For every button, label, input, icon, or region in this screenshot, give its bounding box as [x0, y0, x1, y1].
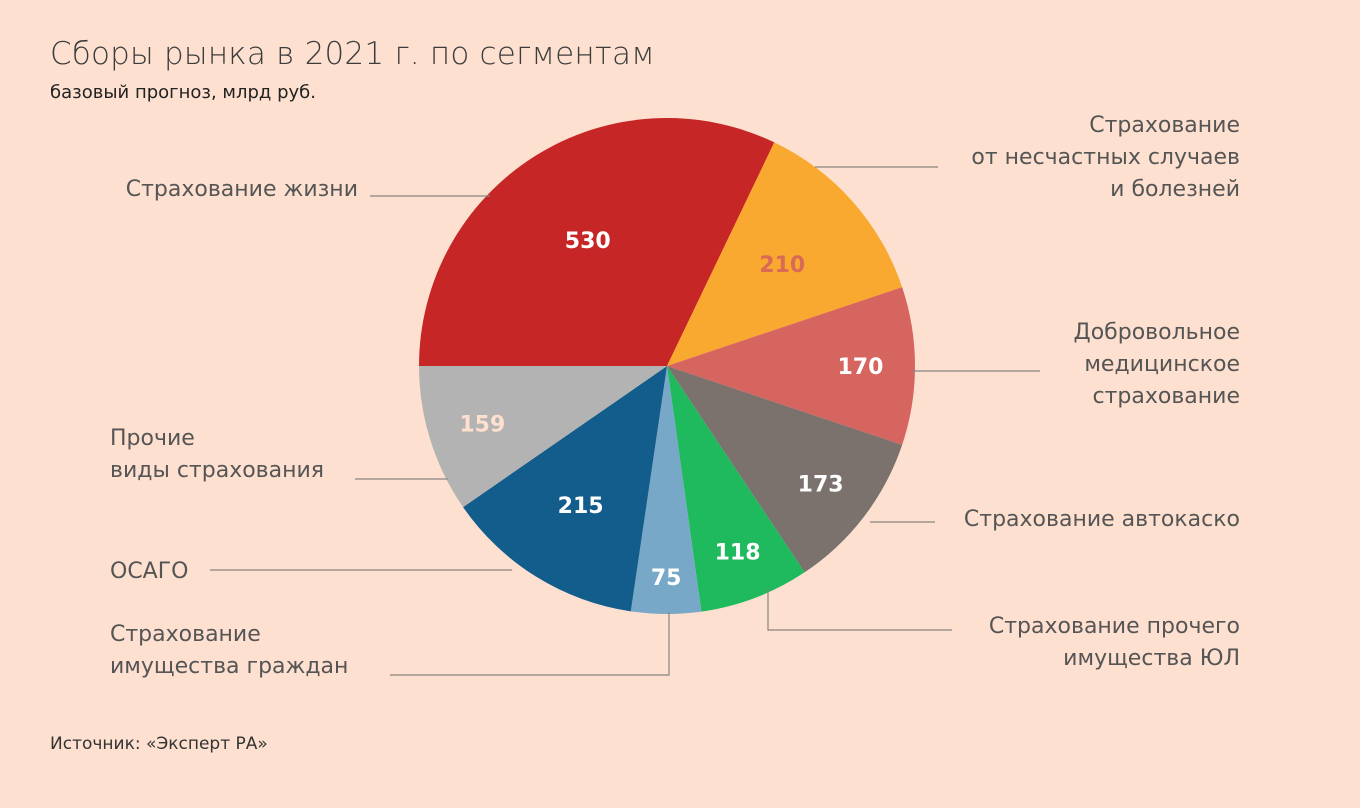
slice-category-label: Страхование от несчастных случаев и болезн…	[971, 113, 1240, 202]
leader-line	[390, 612, 670, 676]
slice-category-label: Страхование автокаско	[964, 507, 1240, 532]
slice-value-label: 170	[837, 355, 883, 380]
slice-value-label: 215	[558, 494, 604, 519]
chart-title: Сборы рынка в 2021 г. по сегментам	[50, 36, 655, 72]
pie-slice	[630, 366, 702, 614]
slice-category-label: ОСАГО	[110, 559, 188, 584]
pie-slice	[667, 287, 915, 445]
slice-category-label: Страхование жизни	[126, 177, 358, 202]
pie-slice	[419, 117, 775, 366]
source-note: Источник: «Эксперт РА»	[50, 734, 268, 754]
pie-slice	[667, 366, 805, 612]
pie-slice	[463, 366, 667, 612]
slice-category-label: Страхование имущества граждан	[110, 622, 348, 679]
slice-category-label: Добровольное медицинское страхование	[1074, 320, 1240, 409]
pie-slice	[667, 142, 903, 366]
slice-value-label: 210	[759, 253, 805, 278]
slice-category-label: Страхование прочего имущества ЮЛ	[989, 614, 1240, 671]
slice-category-label: Прочие виды страхования	[110, 426, 324, 483]
slice-value-label: 75	[651, 566, 682, 591]
chart-subtitle: базовый прогноз, млрд руб.	[50, 82, 316, 103]
pie-slice	[667, 366, 903, 573]
slice-value-label: 173	[798, 473, 844, 498]
slice-value-label: 159	[459, 413, 505, 438]
pie-slice	[419, 366, 667, 508]
slice-value-label: 118	[715, 540, 761, 565]
slice-value-label: 530	[565, 229, 611, 254]
leader-line	[767, 588, 952, 631]
